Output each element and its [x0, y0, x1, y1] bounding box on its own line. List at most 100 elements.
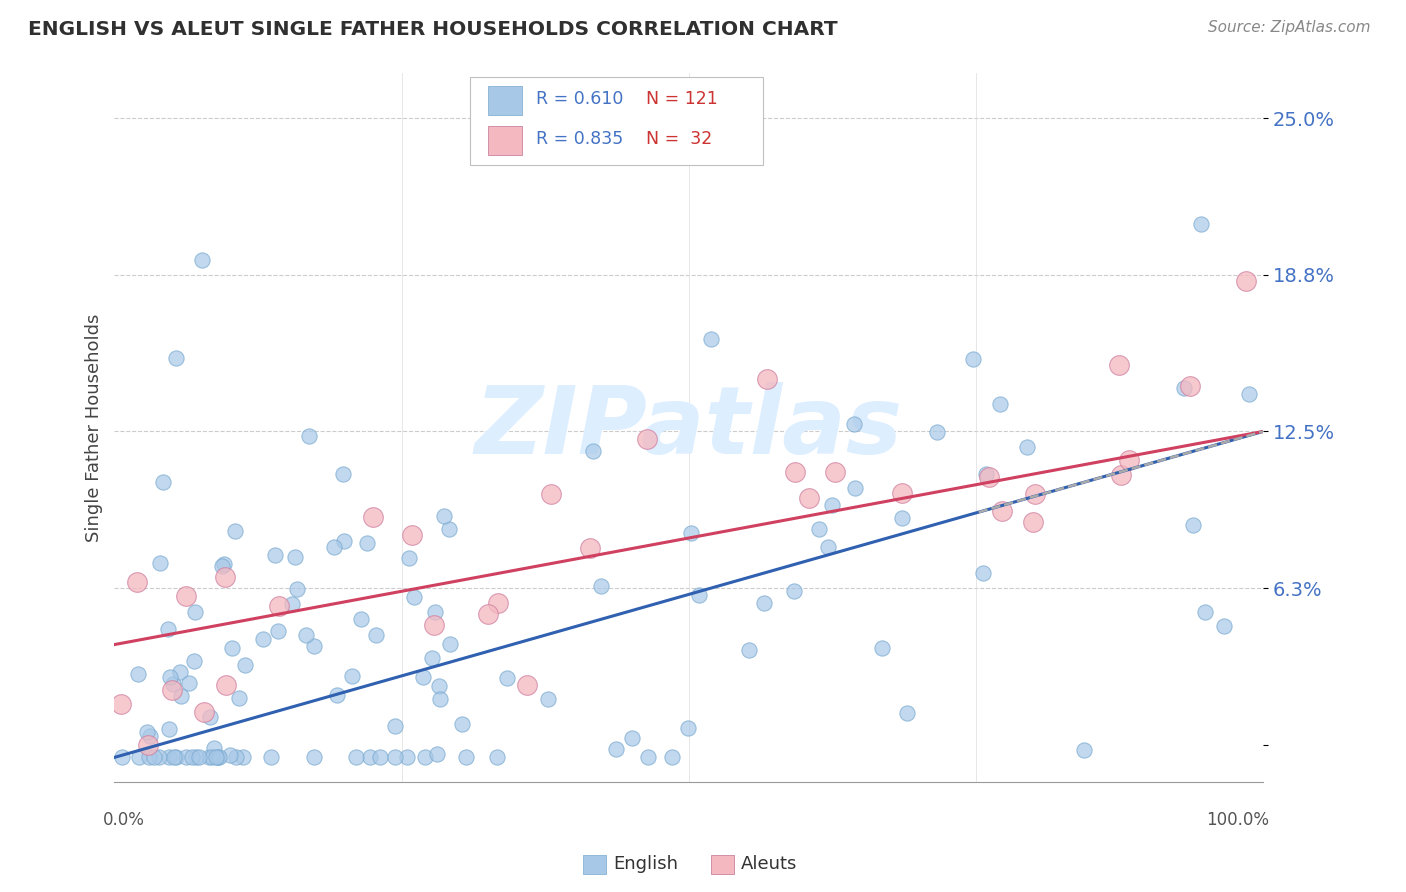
Point	[422, 618, 444, 632]
Point	[783, 584, 806, 599]
Point	[429, 692, 451, 706]
Point	[323, 541, 346, 555]
Text: R = 0.610: R = 0.610	[536, 90, 623, 108]
Point	[149, 556, 172, 570]
Y-axis label: Single Father Households: Single Father Households	[86, 313, 103, 542]
Point	[110, 750, 132, 764]
Point	[340, 669, 363, 683]
Point	[225, 750, 247, 764]
Point	[395, 750, 418, 764]
Point	[516, 678, 538, 692]
Point	[1234, 274, 1257, 288]
Point	[205, 750, 228, 764]
Point	[188, 750, 211, 764]
Point	[157, 722, 180, 736]
Point	[1118, 453, 1140, 467]
Point	[361, 510, 384, 524]
Point	[1073, 743, 1095, 757]
Point	[398, 551, 420, 566]
Point	[356, 536, 378, 550]
Point	[139, 729, 162, 743]
Point	[152, 475, 174, 489]
Point	[962, 351, 984, 366]
Point	[496, 671, 519, 685]
Point	[988, 397, 1011, 411]
Point	[211, 559, 233, 574]
Point	[127, 667, 149, 681]
Point	[191, 252, 214, 267]
Point	[208, 750, 231, 764]
Point	[207, 750, 229, 764]
Point	[350, 612, 373, 626]
Point	[198, 710, 221, 724]
Point	[699, 332, 721, 346]
Point	[402, 590, 425, 604]
Point	[165, 750, 187, 764]
Point	[637, 750, 659, 764]
Text: ZIPatlas: ZIPatlas	[475, 382, 903, 474]
Text: N = 121: N = 121	[647, 90, 718, 108]
Point	[326, 689, 349, 703]
Point	[1173, 381, 1195, 395]
Point	[180, 750, 202, 764]
Point	[260, 750, 283, 764]
Point	[184, 750, 207, 764]
Point	[1189, 218, 1212, 232]
Point	[202, 740, 225, 755]
Point	[285, 582, 308, 597]
Point	[157, 750, 180, 764]
Point	[821, 498, 844, 512]
Point	[136, 738, 159, 752]
Point	[636, 432, 658, 446]
Point	[890, 511, 912, 525]
Point	[429, 679, 451, 693]
Point	[344, 750, 367, 764]
Point	[456, 750, 478, 764]
Point	[169, 689, 191, 703]
Point	[486, 597, 509, 611]
Point	[280, 598, 302, 612]
Point	[783, 465, 806, 479]
Point	[177, 676, 200, 690]
Point	[174, 589, 197, 603]
Point	[266, 624, 288, 638]
Point	[184, 606, 207, 620]
Point	[1213, 619, 1236, 633]
Text: 100.0%: 100.0%	[1206, 811, 1268, 829]
Point	[128, 750, 150, 764]
Point	[333, 533, 356, 548]
Point	[183, 654, 205, 668]
Point	[755, 372, 778, 386]
Text: R = 0.835: R = 0.835	[536, 130, 623, 148]
Point	[872, 640, 894, 655]
FancyBboxPatch shape	[471, 77, 763, 165]
Point	[1239, 387, 1261, 401]
Point	[384, 750, 406, 764]
Point	[423, 605, 446, 619]
Point	[426, 747, 449, 761]
Point	[676, 721, 699, 735]
Point	[1181, 518, 1204, 533]
Point	[1194, 605, 1216, 619]
Point	[817, 540, 839, 554]
Point	[540, 487, 562, 501]
Point	[143, 750, 166, 764]
Point	[896, 706, 918, 720]
Point	[252, 632, 274, 646]
Point	[169, 665, 191, 679]
Point	[224, 524, 246, 538]
Point	[591, 579, 613, 593]
Text: N =  32: N = 32	[647, 130, 713, 148]
Point	[991, 504, 1014, 518]
Point	[605, 742, 627, 756]
Point	[304, 750, 326, 764]
Point	[477, 607, 499, 622]
Text: Source: ZipAtlas.com: Source: ZipAtlas.com	[1208, 20, 1371, 35]
Point	[582, 444, 605, 458]
Point	[844, 417, 866, 432]
Text: 0.0%: 0.0%	[103, 811, 145, 829]
Point	[486, 750, 509, 764]
Point	[432, 508, 454, 523]
Point	[264, 548, 287, 562]
Point	[824, 465, 846, 479]
